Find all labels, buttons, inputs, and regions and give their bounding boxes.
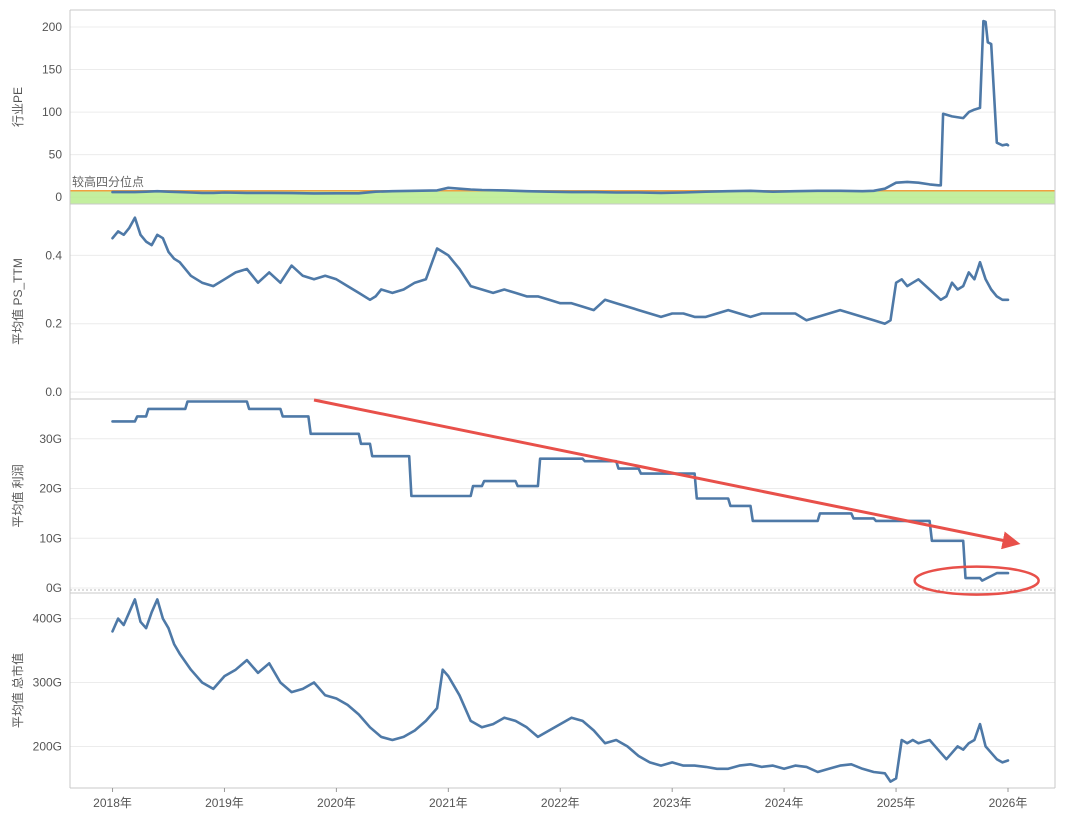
x-tick-label: 2020年 bbox=[317, 796, 356, 810]
y-tick-label-mcap: 200G bbox=[33, 739, 62, 753]
y-tick-label-profit: 0G bbox=[46, 581, 62, 595]
reference-band-label: 较高四分位点 bbox=[72, 174, 144, 189]
series-line-ps bbox=[111, 216, 1010, 325]
y-tick-label-pe: 50 bbox=[49, 148, 63, 162]
y-tick-label-ps: 0.2 bbox=[45, 317, 62, 331]
x-tick-label: 2023年 bbox=[653, 796, 692, 810]
y-tick-label-ps: 0.4 bbox=[45, 248, 62, 262]
trend-arrow bbox=[313, 398, 1021, 550]
x-tick-label: 2025年 bbox=[877, 796, 916, 810]
y-axis-title-profit: 平均值 利润 bbox=[10, 464, 25, 527]
x-tick-label: 2018年 bbox=[93, 796, 132, 810]
series-line-pe bbox=[111, 19, 1010, 195]
series-line-profit bbox=[111, 400, 1010, 582]
y-tick-label-profit: 10G bbox=[39, 531, 62, 545]
y-tick-label-ps: 0.0 bbox=[45, 385, 62, 399]
y-tick-label-pe: 200 bbox=[42, 20, 62, 34]
x-tick-label: 2026年 bbox=[989, 796, 1028, 810]
x-tick-label: 2022年 bbox=[541, 796, 580, 810]
y-tick-label-pe: 100 bbox=[42, 105, 62, 119]
y-axis-title-pe: 行业PE bbox=[11, 87, 25, 127]
y-tick-label-mcap: 400G bbox=[33, 612, 62, 626]
x-tick-label: 2021年 bbox=[429, 796, 468, 810]
y-tick-label-profit: 30G bbox=[39, 432, 62, 446]
x-tick-label: 2024年 bbox=[765, 796, 804, 810]
y-axis-title-mcap: 平均值 总市值 bbox=[10, 653, 25, 728]
highlight-ellipse bbox=[913, 565, 1040, 596]
y-tick-label-pe: 0 bbox=[55, 190, 62, 204]
y-tick-label-pe: 150 bbox=[42, 63, 62, 77]
series-line-mcap bbox=[111, 598, 1010, 783]
y-tick-label-profit: 20G bbox=[39, 482, 62, 496]
y-axis-title-ps: 平均值 PS_TTM bbox=[10, 258, 25, 345]
y-tick-label-mcap: 300G bbox=[33, 676, 62, 690]
x-tick-label: 2019年 bbox=[205, 796, 244, 810]
